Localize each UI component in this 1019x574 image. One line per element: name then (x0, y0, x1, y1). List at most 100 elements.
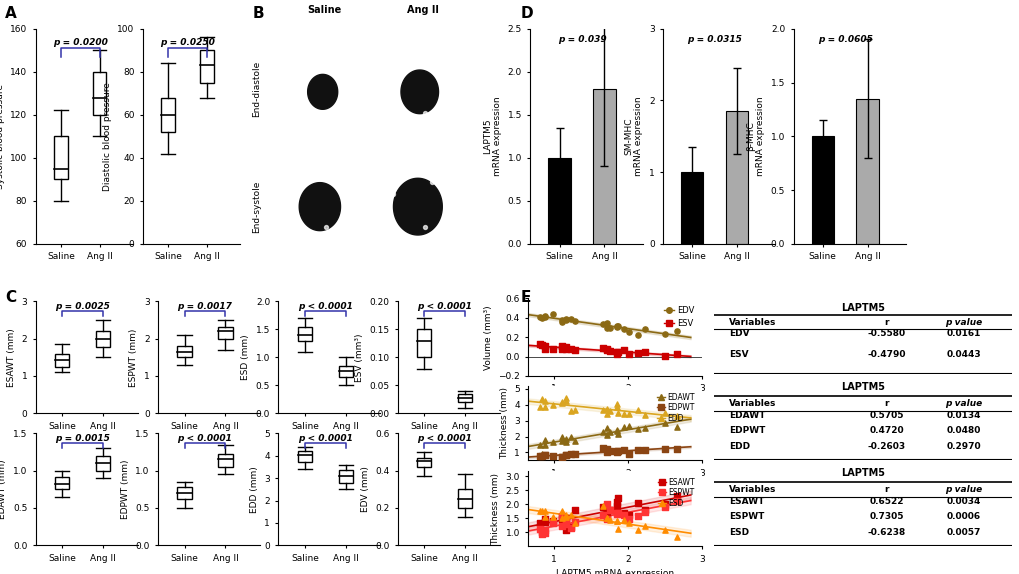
Point (532, 524, 548, 533)
Y-axis label: ESAWT (mm): ESAWT (mm) (7, 328, 16, 387)
Bar (55, 354, 69, 367)
Text: p = 0.0315: p = 0.0315 (687, 35, 741, 44)
Point (595, 428, 611, 437)
Point (668, 350, 685, 359)
Bar (458, 489, 472, 508)
Point (621, 449, 637, 458)
Point (532, 402, 548, 412)
Point (621, 409, 637, 418)
Point (637, 506, 653, 515)
Point (566, 517, 582, 526)
Point (566, 316, 582, 325)
Point (553, 437, 570, 446)
Point (595, 320, 611, 329)
Text: -0.5580: -0.5580 (867, 328, 905, 338)
Point (608, 517, 625, 526)
Point (557, 397, 574, 406)
Point (556, 510, 573, 519)
Point (598, 505, 614, 514)
Point (553, 522, 570, 531)
Text: ESV: ESV (729, 350, 748, 359)
Point (553, 452, 570, 461)
Point (553, 452, 570, 461)
Point (601, 427, 618, 436)
Point (562, 406, 579, 416)
Text: p < 0.0001: p < 0.0001 (298, 302, 353, 311)
Point (609, 525, 626, 534)
Point (614, 324, 631, 333)
Point (566, 437, 582, 446)
Point (609, 322, 626, 331)
Bar (298, 451, 312, 463)
Text: 0.0161: 0.0161 (946, 328, 980, 338)
Point (598, 430, 614, 440)
Point (556, 513, 573, 522)
Point (557, 513, 574, 522)
Point (536, 311, 552, 320)
Text: D: D (520, 6, 532, 21)
Polygon shape (400, 70, 438, 114)
Text: ESPWT: ESPWT (729, 513, 763, 522)
Point (317, 108, 333, 117)
Point (598, 447, 614, 456)
Point (562, 433, 579, 442)
Point (629, 498, 645, 507)
Point (637, 507, 653, 517)
Text: -0.6238: -0.6238 (867, 528, 905, 537)
Bar (726, 111, 748, 244)
Text: Ang II: Ang II (407, 5, 439, 15)
Y-axis label: LAPTM5
mRNA expression: LAPTM5 mRNA expression (482, 96, 501, 176)
Point (553, 432, 570, 441)
Y-axis label: Volume (mm³): Volume (mm³) (483, 305, 492, 370)
Legend: EDAWT, EDPWT, EDD: EDAWT, EDPWT, EDD (654, 390, 697, 426)
Text: Variables: Variables (729, 399, 775, 408)
Polygon shape (299, 183, 340, 231)
Text: p < 0.0001: p < 0.0001 (417, 434, 472, 443)
Point (532, 312, 548, 321)
Point (608, 501, 625, 510)
Point (608, 498, 625, 507)
Point (536, 512, 552, 521)
Point (553, 515, 570, 524)
Point (566, 406, 582, 415)
Y-axis label: EDD (mm): EDD (mm) (250, 466, 259, 513)
Point (423, 177, 439, 187)
Bar (177, 487, 192, 499)
Bar (811, 137, 834, 244)
Point (601, 324, 618, 333)
Bar (200, 51, 213, 83)
Y-axis label: ESD (mm): ESD (mm) (240, 335, 250, 380)
Point (609, 429, 626, 439)
Y-axis label: β-MHC
mRNA expression: β-MHC mRNA expression (745, 96, 764, 176)
Point (536, 451, 552, 460)
Point (598, 444, 614, 453)
Text: p = 0.0025: p = 0.0025 (55, 302, 110, 311)
Point (533, 449, 549, 458)
Point (533, 530, 549, 539)
Point (553, 317, 570, 327)
Point (609, 409, 626, 418)
Point (609, 348, 626, 357)
Point (384, 75, 400, 84)
Bar (417, 457, 431, 467)
Point (562, 315, 579, 324)
Point (668, 496, 685, 505)
Point (566, 518, 582, 527)
Text: 0.0134: 0.0134 (946, 411, 980, 420)
Legend: EDV, ESV: EDV, ESV (660, 302, 697, 331)
Text: 0.0006: 0.0006 (947, 513, 980, 522)
Text: p < 0.0001: p < 0.0001 (177, 434, 232, 443)
Bar (338, 366, 353, 377)
Point (384, 189, 400, 199)
Point (621, 327, 637, 336)
Point (532, 452, 548, 461)
Text: End-diastole: End-diastole (253, 61, 261, 117)
Text: p = 0.0250: p = 0.0250 (160, 38, 215, 47)
Point (601, 347, 618, 356)
Point (608, 447, 625, 456)
Point (566, 450, 582, 459)
Point (544, 518, 560, 528)
Point (553, 513, 570, 522)
Point (562, 450, 579, 459)
Text: r: r (883, 399, 889, 408)
